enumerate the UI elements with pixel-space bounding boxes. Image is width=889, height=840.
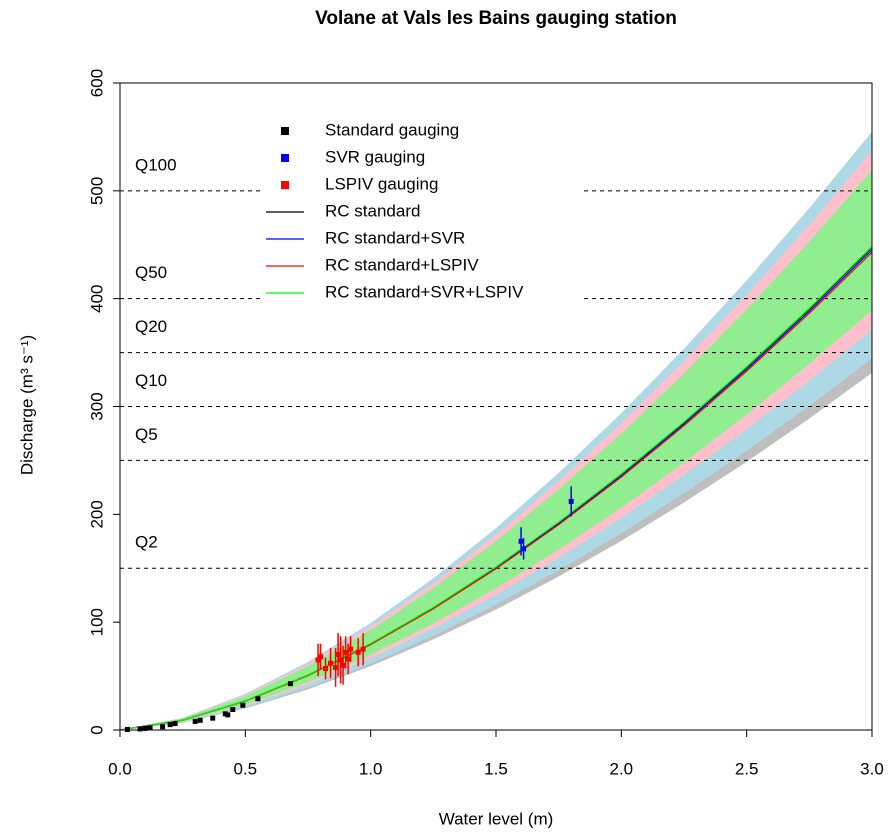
gauging-point	[328, 660, 334, 666]
y-tick-label: 300	[87, 392, 106, 420]
gauging-point	[125, 726, 131, 732]
reference-label: Q20	[135, 317, 167, 336]
gauging-point	[230, 707, 236, 713]
legend-label: RC standard+SVR+LSPIV	[325, 282, 524, 301]
y-tick-label: 400	[87, 284, 106, 312]
gauging-point	[167, 722, 173, 728]
reference-label: Q2	[135, 533, 158, 552]
gauging-point	[222, 711, 228, 717]
x-tick-label: 0.5	[234, 759, 258, 778]
legend-label: Standard gauging	[325, 120, 459, 139]
legend-marker	[281, 181, 289, 189]
gauging-point	[318, 654, 324, 660]
uncertainty-band	[120, 150, 872, 730]
gauging-point	[225, 712, 231, 718]
reference-label: Q5	[135, 425, 158, 444]
reference-label: Q100	[135, 155, 177, 174]
gauging-point	[568, 498, 574, 504]
gauging-point	[197, 717, 203, 723]
y-tick-label: 500	[87, 177, 106, 205]
gauging-point	[192, 718, 198, 724]
gauging-point	[287, 681, 293, 687]
gauging-point	[338, 657, 344, 663]
legend-background	[262, 118, 584, 308]
x-tick-label: 2.5	[735, 759, 759, 778]
legend-label: RC standard	[325, 201, 420, 220]
gauging-point	[335, 652, 341, 658]
reference-label: Q10	[135, 371, 167, 390]
x-tick-label: 2.0	[610, 759, 634, 778]
legend-label: RC standard+LSPIV	[325, 255, 479, 274]
y-tick-label: 0	[87, 725, 106, 734]
gauging-point	[340, 662, 346, 668]
gauging-point	[333, 664, 339, 670]
y-tick-label: 200	[87, 500, 106, 528]
gauging-point	[240, 702, 246, 708]
gauging-point	[210, 715, 216, 721]
gauging-point	[255, 696, 261, 702]
x-tick-label: 3.0	[860, 759, 884, 778]
reference-label: Q50	[135, 263, 167, 282]
rating-curve	[120, 246, 872, 730]
legend-label: SVR gauging	[325, 147, 425, 166]
legend-marker	[281, 127, 289, 135]
legend-marker	[281, 154, 289, 162]
chart-title: Volane at Vals les Bains gauging station	[315, 8, 677, 29]
gauging-point	[345, 656, 351, 662]
gauging-point	[360, 646, 366, 652]
gauging-point	[160, 724, 166, 730]
gauging-point	[137, 726, 143, 732]
gauging-point	[343, 649, 349, 655]
gauging-point	[355, 649, 361, 655]
y-axis-label: Discharge (m³ s⁻¹)	[17, 335, 36, 475]
legend-label: RC standard+SVR	[325, 228, 465, 247]
gauging-point	[142, 725, 148, 731]
x-tick-label: 0.0	[108, 759, 132, 778]
x-tick-label: 1.5	[484, 759, 508, 778]
x-tick-label: 1.0	[359, 759, 383, 778]
gauging-point	[315, 657, 321, 663]
y-tick-label: 600	[87, 69, 106, 97]
y-tick-label: 100	[87, 608, 106, 636]
gauging-point	[323, 666, 329, 672]
gauging-point	[147, 725, 153, 731]
gauging-point	[172, 721, 178, 727]
legend-label: LSPIV gauging	[325, 174, 438, 193]
gauging-point	[348, 646, 354, 652]
gauging-point	[518, 538, 524, 544]
gauging-point	[521, 546, 527, 552]
x-axis-label: Water level (m)	[439, 809, 554, 828]
